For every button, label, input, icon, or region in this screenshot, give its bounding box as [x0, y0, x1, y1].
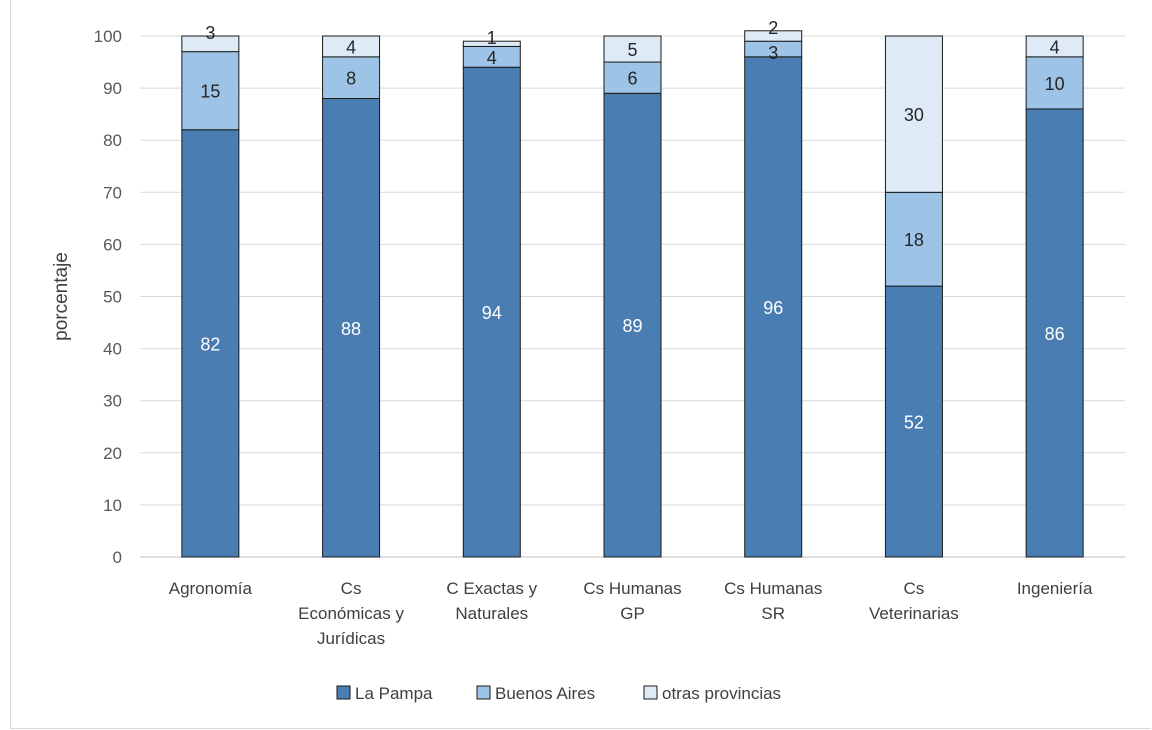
- data-label: 3: [205, 23, 215, 43]
- x-tick-label: Económicas y: [298, 604, 404, 623]
- data-label: 30: [904, 105, 924, 125]
- y-tick-label: 40: [103, 340, 122, 359]
- data-label: 6: [627, 69, 637, 89]
- data-label: 96: [763, 298, 783, 318]
- bar-segment: [744, 56, 803, 558]
- x-tick-label: Agronomía: [169, 579, 253, 598]
- bar-segment: [462, 40, 521, 47]
- bar-segment: [181, 51, 240, 131]
- x-tick-label: Cs Humanas: [583, 579, 681, 598]
- data-label: 2: [768, 18, 778, 38]
- data-label: 88: [341, 319, 361, 339]
- data-label: 3: [768, 43, 778, 63]
- bar-segment: [181, 35, 240, 53]
- bar-segment: [1025, 108, 1084, 558]
- data-label: 89: [622, 316, 642, 336]
- y-tick-label: 80: [103, 131, 122, 150]
- bar-segment: [603, 92, 662, 558]
- y-tick-label: 70: [103, 183, 122, 202]
- bar-segment: [322, 56, 381, 100]
- x-tick-label: SR: [761, 604, 785, 623]
- data-label: 4: [346, 37, 356, 57]
- data-label: 4: [487, 48, 497, 68]
- x-tick-label: Jurídicas: [317, 629, 385, 648]
- y-tick-label: 90: [103, 79, 122, 98]
- bar-segment: [744, 30, 803, 42]
- x-tick-label: GP: [620, 604, 645, 623]
- data-label: 1: [487, 28, 497, 48]
- bar-segment: [181, 129, 240, 558]
- x-tick-label: Cs: [904, 579, 925, 598]
- x-tick-label: Naturales: [455, 604, 528, 623]
- bar-segment: [884, 285, 943, 558]
- bar-segment: [322, 98, 381, 558]
- data-label: 8: [346, 69, 356, 89]
- data-label: 18: [904, 230, 924, 250]
- y-tick-label: 0: [113, 548, 122, 567]
- data-label: 86: [1045, 324, 1065, 344]
- y-tick-label: 100: [94, 27, 122, 46]
- y-tick-label: 10: [103, 496, 122, 515]
- bar-segment: [884, 191, 943, 287]
- data-label: 5: [627, 40, 637, 60]
- bar-segment: [1025, 56, 1084, 110]
- x-tick-label: Cs Humanas: [724, 579, 822, 598]
- x-tick-label: C Exactas y: [446, 579, 537, 598]
- chart-frame: [10, 0, 1151, 729]
- x-tick-label: Ingeniería: [1017, 579, 1093, 598]
- data-label: 4: [1050, 37, 1060, 57]
- y-tick-label: 20: [103, 444, 122, 463]
- x-tick-label: Veterinarias: [869, 604, 959, 623]
- data-label: 82: [200, 334, 220, 354]
- legend-label: Buenos Aires: [495, 684, 595, 703]
- legend-swatch: [336, 685, 351, 700]
- x-tick-label: Cs: [341, 579, 362, 598]
- data-label: 10: [1045, 74, 1065, 94]
- bar-segment: [884, 35, 943, 193]
- legend-label: otras provincias: [662, 684, 781, 703]
- legend-swatch: [476, 685, 491, 700]
- y-tick-label: 60: [103, 235, 122, 254]
- data-label: 94: [482, 303, 502, 323]
- data-label: 15: [200, 82, 220, 102]
- y-axis-title: porcentaje: [51, 252, 72, 341]
- data-label: 52: [904, 413, 924, 433]
- y-tick-label: 50: [103, 288, 122, 307]
- legend-label: La Pampa: [355, 684, 433, 703]
- y-tick-label: 30: [103, 392, 122, 411]
- bar-segment: [603, 35, 662, 63]
- legend-swatch: [643, 685, 658, 700]
- bar-segment: [322, 35, 381, 58]
- bar-segment: [1025, 35, 1084, 58]
